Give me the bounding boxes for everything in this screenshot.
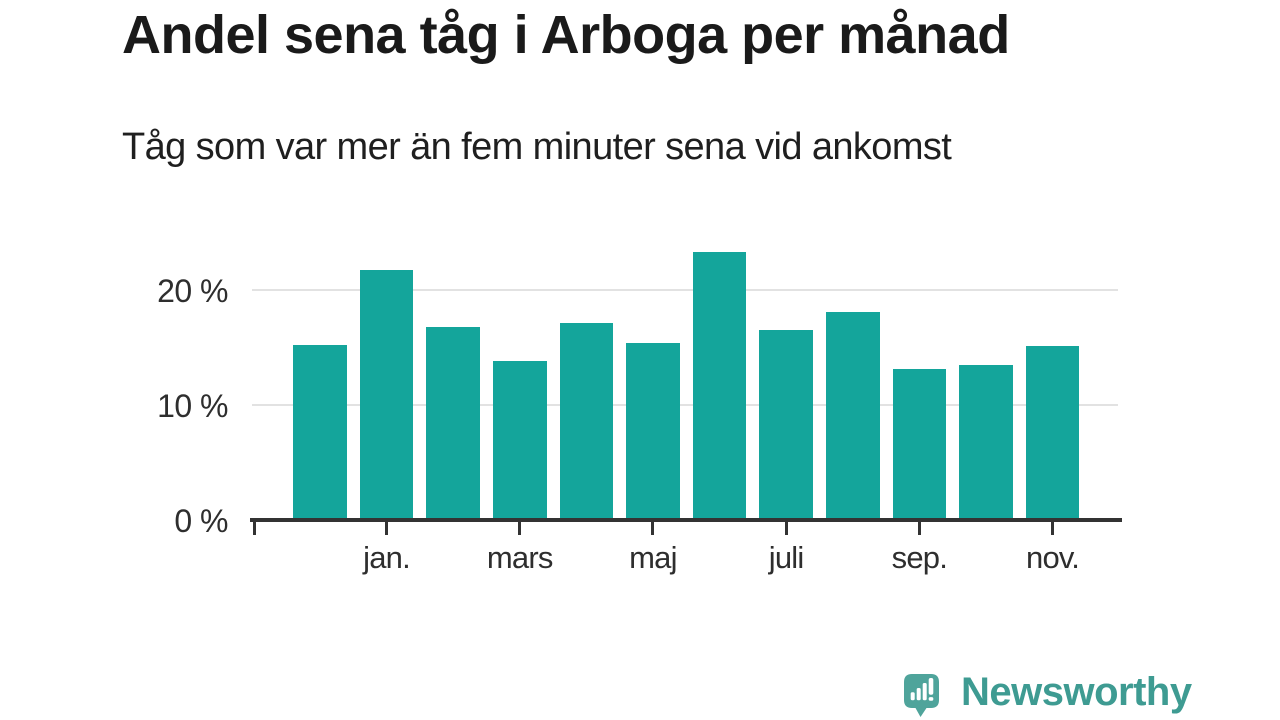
gridline	[252, 403, 1118, 406]
x-axis-label: juli	[768, 540, 805, 575]
bar-11	[959, 364, 1013, 518]
y-axis-label: 0 %	[174, 503, 228, 539]
x-axis-label: jan.	[363, 540, 411, 575]
y-axis-label: 20 %	[157, 273, 228, 309]
gridline	[252, 289, 1118, 291]
bar-12	[1025, 346, 1080, 518]
chart-title: Andel sena tåg i Arboga per månad	[122, 5, 1010, 65]
bar-2	[359, 269, 414, 518]
x-axis-label: sep.	[891, 540, 948, 575]
x-axis-line	[250, 518, 1122, 522]
brand-name: Newsworthy	[961, 670, 1192, 714]
bar-6	[626, 342, 680, 518]
newsworthy-logo: Newsworthy	[904, 672, 1192, 718]
bar-7	[692, 252, 747, 518]
bar-chart-speech-bubble-icon	[904, 674, 939, 717]
x-axis-tick	[385, 522, 389, 535]
x-axis-label: nov.	[1026, 540, 1080, 575]
bar-9	[826, 311, 880, 518]
x-axis-tick	[651, 522, 655, 535]
x-axis-tick	[917, 522, 921, 535]
x-axis-tick	[518, 522, 522, 535]
y-axis-label: 10 %	[157, 387, 228, 424]
bar-4	[493, 361, 547, 518]
x-axis-tick	[1051, 522, 1055, 535]
x-axis-tick	[784, 522, 788, 535]
x-axis-label: maj	[629, 540, 677, 575]
x-axis-label: mars	[486, 540, 553, 575]
bar-1	[293, 345, 347, 518]
bar-10	[892, 369, 947, 518]
chart-subtitle: Tåg som var mer än fem minuter sena vid …	[122, 126, 952, 168]
bar-5	[559, 323, 614, 518]
bar-8	[759, 330, 813, 518]
x-axis-tick	[253, 522, 256, 535]
bar-3	[426, 326, 480, 518]
